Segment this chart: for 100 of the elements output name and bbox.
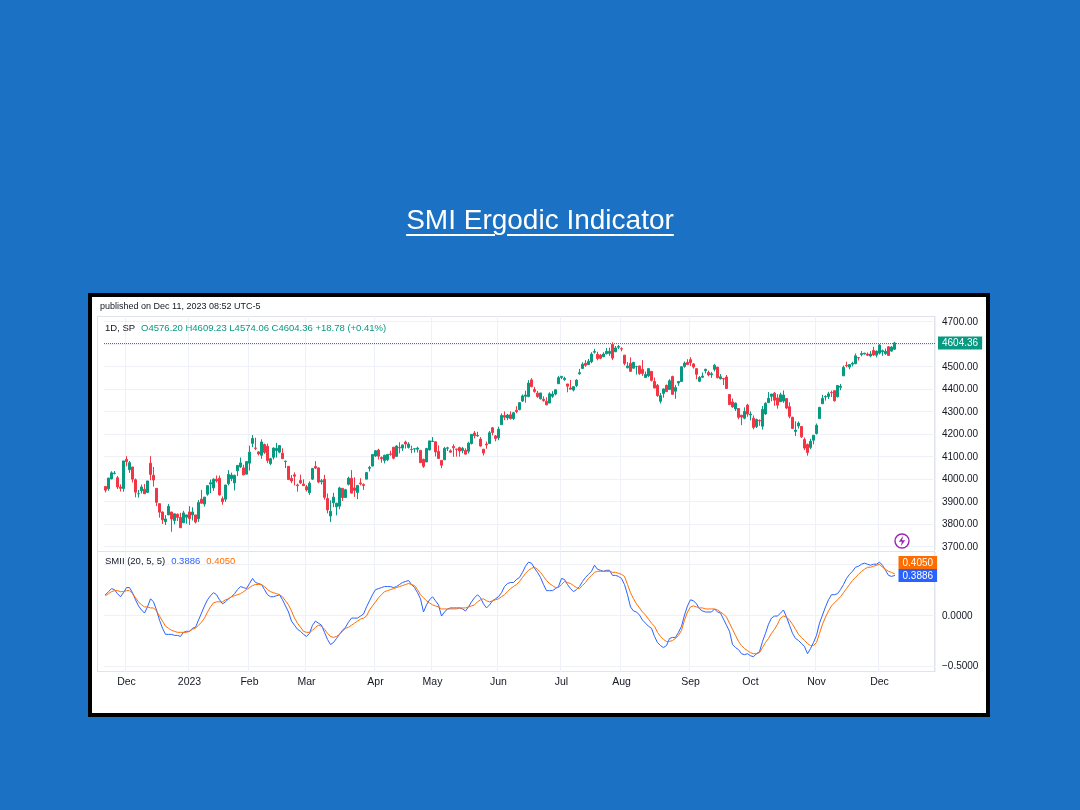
candlestick <box>863 352 866 355</box>
candlestick <box>359 477 362 486</box>
candlestick <box>890 345 893 353</box>
candlestick <box>479 436 482 448</box>
candlestick <box>719 373 722 380</box>
candlestick <box>533 386 536 394</box>
x-tick-label: Dec <box>870 674 889 687</box>
candlestick <box>563 376 566 382</box>
candlestick <box>689 356 692 367</box>
candlestick <box>320 478 323 486</box>
candlestick <box>512 411 515 421</box>
candlestick <box>887 345 890 357</box>
candlestick <box>266 443 269 464</box>
x-tick-label: Nov <box>807 674 827 687</box>
candlestick <box>695 367 698 380</box>
candlestick <box>884 348 887 356</box>
candlestick <box>536 390 539 399</box>
y-tick-label: 4200.00 <box>942 428 979 440</box>
x-tick-label: Jun <box>490 674 508 687</box>
candlestick <box>449 448 452 454</box>
candlestick <box>530 377 533 388</box>
candlestick <box>173 513 176 525</box>
candlestick <box>434 441 437 457</box>
candlestick <box>281 447 284 460</box>
candlestick <box>548 391 551 404</box>
candlestick <box>701 371 704 379</box>
candlestick <box>833 389 836 402</box>
candlestick <box>680 365 683 383</box>
candlestick <box>506 413 509 421</box>
candlestick <box>779 392 782 403</box>
text: 1D, SP <box>105 322 136 333</box>
x-tick-label: Apr <box>367 674 385 687</box>
candlestick <box>476 431 479 438</box>
candlestick <box>221 495 224 506</box>
x-tick-label: Feb <box>240 674 259 687</box>
candlestick <box>188 505 191 526</box>
candlestick <box>254 437 257 451</box>
candlestick <box>257 450 260 456</box>
ref-line-label: 4604.36 <box>942 337 979 349</box>
candlestick <box>560 375 563 380</box>
candlestick <box>395 444 398 457</box>
annotation: O4576.20 H4609.23 L4574.06 C4604.36 +18.78 (+0.41%) <box>141 322 387 333</box>
candlestick <box>464 447 467 455</box>
y-tick-label: 0.0000 <box>942 609 974 621</box>
candlestick <box>191 506 194 522</box>
candlestick <box>836 384 839 398</box>
candlestick <box>824 394 827 402</box>
candlestick <box>860 350 863 357</box>
candlestick <box>392 446 395 460</box>
x-tick-label: Jul <box>554 674 569 687</box>
candlestick <box>362 482 365 491</box>
candlestick <box>869 350 872 358</box>
candlestick <box>725 374 728 389</box>
candlestick <box>452 443 455 458</box>
candlestick <box>371 453 374 467</box>
candlestick <box>626 361 629 369</box>
candlestick <box>485 441 488 450</box>
candlestick <box>584 359 587 368</box>
candlestick <box>698 375 701 383</box>
candlestick <box>440 459 443 469</box>
candlestick <box>761 405 764 431</box>
candlestick <box>350 469 353 494</box>
candlestick <box>347 476 350 486</box>
candlestick <box>497 426 500 441</box>
x-tick-label: 2023 <box>177 674 202 687</box>
candlestick <box>488 430 491 445</box>
candlestick <box>776 393 779 410</box>
y-tick-label: 4500.00 <box>942 360 979 372</box>
candlestick <box>857 356 860 362</box>
y-tick-label: 3800.00 <box>942 518 979 530</box>
candlestick <box>143 483 146 495</box>
candlestick <box>602 351 605 358</box>
candlestick <box>566 383 569 393</box>
candlestick <box>674 384 677 400</box>
candlestick <box>311 467 314 481</box>
x-tick-label: Aug <box>612 674 631 687</box>
candlestick <box>458 446 461 458</box>
candlestick <box>800 425 803 439</box>
candlestick <box>509 410 512 420</box>
candlestick <box>704 368 707 374</box>
candlestick <box>671 375 674 395</box>
candlestick <box>491 426 494 436</box>
candlestick <box>749 410 752 421</box>
candlestick <box>128 460 131 474</box>
candlestick <box>770 393 773 402</box>
candlestick <box>443 446 446 461</box>
candlestick <box>182 510 185 524</box>
candlestick <box>812 434 815 445</box>
candlestick <box>590 351 593 364</box>
candlestick <box>140 484 143 495</box>
y-tick-label: 3900.00 <box>942 495 979 507</box>
candlestick <box>578 368 581 376</box>
candlestick <box>659 392 662 405</box>
candlestick <box>473 430 476 439</box>
candlestick <box>521 394 524 403</box>
candlestick <box>707 370 710 377</box>
candlestick <box>197 499 200 523</box>
candlestick <box>200 489 203 505</box>
candlestick <box>260 438 263 460</box>
candlestick <box>545 396 548 406</box>
